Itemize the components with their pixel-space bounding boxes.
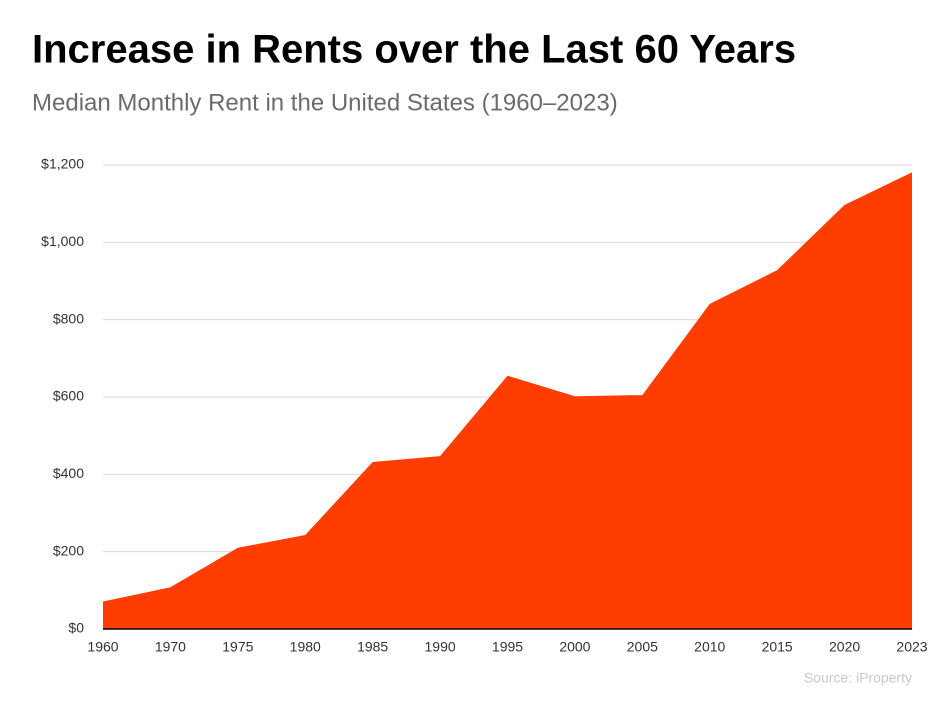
x-tick-label: 1970 xyxy=(155,639,186,655)
x-tick-label: 2023 xyxy=(896,639,927,655)
x-tick-label: 2015 xyxy=(762,639,793,655)
chart-subtitle: Median Monthly Rent in the United States… xyxy=(32,89,618,116)
y-tick-label: $400 xyxy=(53,465,84,481)
y-tick-label: $600 xyxy=(53,388,84,404)
y-tick-label: $200 xyxy=(53,542,84,558)
y-tick-label: $800 xyxy=(53,310,84,326)
x-tick-label: 1985 xyxy=(357,639,388,655)
x-tick-label: 1990 xyxy=(425,639,456,655)
source-note: Source: iProperty xyxy=(804,670,912,686)
x-tick-label: 2005 xyxy=(627,639,658,655)
y-tick-label: $1,200 xyxy=(41,156,84,172)
x-tick-label: 1960 xyxy=(87,639,118,655)
area xyxy=(103,172,912,629)
y-tick-label: $1,000 xyxy=(41,233,84,249)
x-tick-label: 1975 xyxy=(222,639,253,655)
x-tick-label: 1995 xyxy=(492,639,523,655)
x-tick-label: 2000 xyxy=(559,639,590,655)
x-tick-label: 1980 xyxy=(290,639,321,655)
x-tick-label: 2020 xyxy=(829,639,860,655)
x-tick-label: 2010 xyxy=(694,639,725,655)
chart-title: Increase in Rents over the Last 60 Years xyxy=(32,28,796,72)
y-tick-label: $0 xyxy=(68,620,84,636)
